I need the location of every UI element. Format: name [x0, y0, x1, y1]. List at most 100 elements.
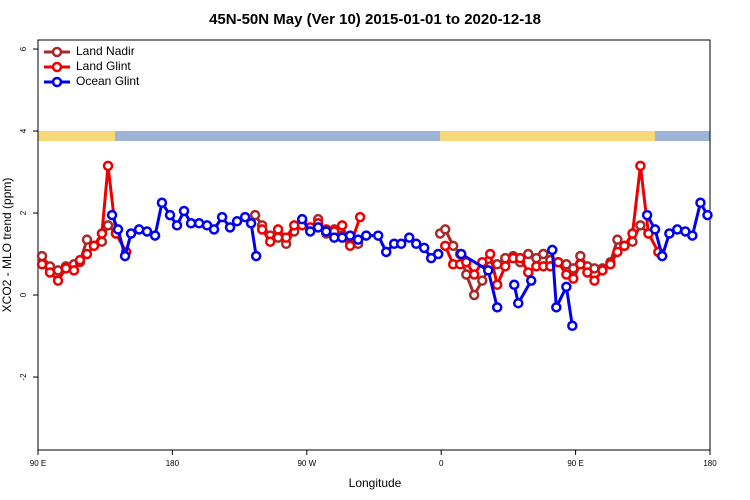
data-point — [597, 265, 608, 276]
x-axis-label: Longitude — [349, 476, 402, 490]
series-line — [550, 249, 574, 326]
data-point — [491, 279, 503, 291]
data-point — [575, 259, 586, 270]
data-point — [508, 279, 520, 291]
legend-marker — [51, 76, 63, 88]
data-point — [102, 160, 114, 172]
data-point — [551, 302, 562, 313]
data-point — [171, 220, 183, 231]
data-point — [231, 215, 243, 227]
data-point — [344, 240, 356, 252]
data-point — [119, 250, 131, 262]
y-tick-label: -2 — [19, 373, 28, 381]
data-point — [491, 302, 503, 313]
data-point — [513, 297, 524, 309]
data-point — [468, 289, 480, 301]
data-point — [264, 236, 276, 247]
data-point — [525, 275, 537, 286]
data-point — [81, 248, 93, 260]
data-point — [216, 211, 228, 223]
data-point — [224, 222, 236, 233]
data-point — [547, 244, 558, 256]
x-tick-label: 180 — [166, 459, 180, 468]
data-point — [164, 209, 176, 221]
data-point — [411, 238, 422, 250]
data-point — [612, 234, 623, 245]
data-point — [672, 224, 683, 235]
data-point — [44, 267, 56, 278]
y-tick-label: 6 — [19, 46, 28, 51]
data-point — [589, 275, 600, 286]
legend-label: Land Glint — [76, 59, 131, 73]
data-point — [575, 250, 586, 262]
data-point — [439, 240, 451, 252]
y-tick-label: 4 — [19, 128, 28, 133]
data-point — [52, 275, 64, 286]
data-point — [60, 263, 72, 274]
data-point — [612, 246, 623, 258]
data-point — [561, 281, 572, 293]
data-point — [81, 234, 93, 245]
data-point — [695, 197, 706, 209]
data-point — [272, 224, 284, 235]
data-point — [568, 273, 579, 284]
data-point — [482, 265, 494, 276]
data-point — [106, 209, 118, 221]
legend-label: Ocean Glint — [76, 74, 140, 88]
data-point — [418, 242, 430, 254]
data-point — [664, 228, 675, 239]
data-point — [245, 218, 257, 229]
chart-title: 45N-50N May (Ver 10) 2015-01-01 to 2020-… — [209, 11, 541, 28]
y-tick-label: 2 — [19, 210, 28, 215]
data-point — [102, 220, 114, 231]
data-point — [36, 250, 48, 262]
x-tick-label: 180 — [703, 459, 717, 468]
data-point — [627, 228, 638, 239]
data-point — [395, 238, 407, 250]
data-point — [439, 224, 451, 235]
data-point — [455, 248, 467, 260]
data-point — [178, 205, 190, 217]
data-point — [141, 226, 153, 237]
data-point — [605, 259, 616, 270]
data-point — [468, 269, 480, 280]
data-point — [112, 224, 124, 235]
data-point — [296, 213, 308, 225]
data-point — [68, 265, 80, 276]
data-point — [477, 275, 488, 286]
data-point — [336, 220, 348, 231]
data-point — [514, 252, 526, 264]
data-point — [380, 246, 392, 258]
data-point — [250, 250, 262, 262]
data-point — [523, 248, 534, 260]
data-point — [320, 226, 332, 237]
data-point — [156, 197, 168, 209]
plot-frame — [37, 39, 711, 451]
x-tick-label: 90 E — [567, 459, 583, 468]
data-point — [523, 267, 534, 278]
data-point — [403, 232, 415, 243]
x-tick-label: 90 E — [30, 459, 46, 468]
y-tick-label: 0 — [19, 292, 28, 297]
legend-marker — [51, 61, 63, 73]
data-point — [649, 224, 661, 235]
data-point — [74, 254, 86, 266]
data-point — [88, 240, 100, 252]
data-point — [372, 230, 384, 241]
data-point — [702, 209, 713, 221]
data-point — [500, 261, 511, 272]
data-point — [185, 218, 197, 229]
data-point — [354, 211, 366, 223]
data-point — [239, 211, 251, 223]
y-axis-label: XCO2 - MLO trend (ppm) — [0, 178, 14, 313]
legend-label: Land Nadir — [76, 44, 135, 58]
data-point — [635, 220, 646, 231]
data-point — [360, 230, 372, 241]
data-point — [96, 228, 108, 239]
data-point — [687, 230, 698, 241]
data-point — [582, 267, 593, 278]
data-point — [249, 209, 261, 221]
legend-marker — [51, 46, 63, 58]
data-point — [208, 224, 220, 235]
